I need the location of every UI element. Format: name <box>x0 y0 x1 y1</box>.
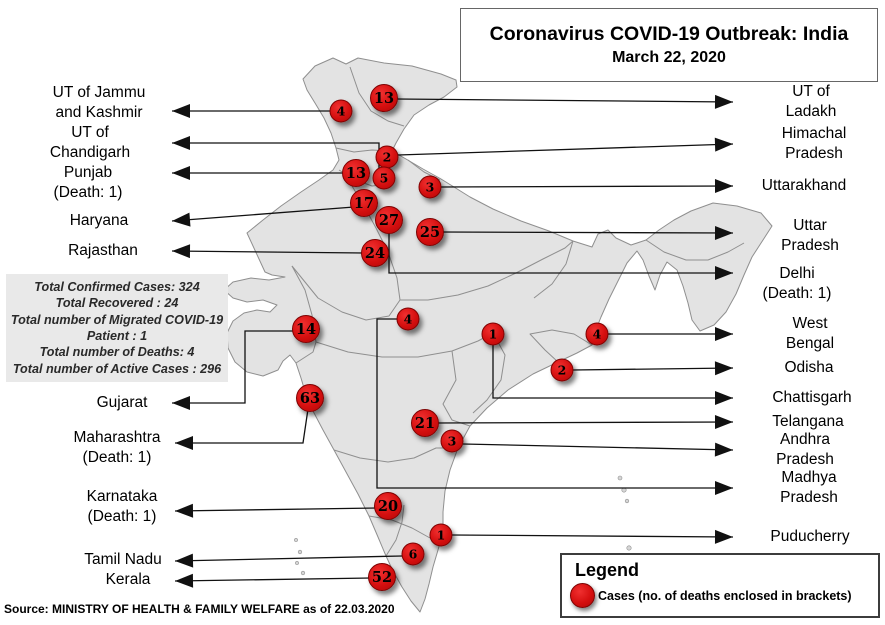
case-marker-west-bengal: 4 <box>585 322 609 346</box>
arrowhead-uttarakhand <box>714 179 733 194</box>
connector-line-gujarat <box>172 330 295 404</box>
state-label-west-bengal: West Bengal <box>785 315 835 352</box>
arrowhead-jammu-kashmir <box>172 104 190 118</box>
connector-line-chattisgarh <box>492 345 733 399</box>
arrowhead-tamil-nadu <box>175 553 194 568</box>
state-label-karnataka: Karnataka (Death: 1) <box>86 488 158 525</box>
arrowhead-kerala <box>175 573 194 588</box>
arrowhead-ut-of-ladakh <box>714 94 733 109</box>
state-label-puducherry: Puducherry <box>770 528 850 546</box>
case-marker-delhi: 27 <box>375 206 403 234</box>
state-label-haryana: Haryana <box>69 212 129 230</box>
connector-line-haryana <box>171 206 355 222</box>
arrowhead-chattisgarh <box>715 391 733 405</box>
state-label-ut-of-ladakh: UT of Ladakh <box>785 83 837 120</box>
case-marker-madhya-pradesh: 4 <box>396 307 420 331</box>
legend-row: Cases (no. of deaths enclosed in bracket… <box>570 583 878 608</box>
state-label-telangana: Telangana <box>772 413 844 431</box>
arrowhead-maharashtra <box>175 436 193 450</box>
connector-line-delhi <box>388 231 733 274</box>
connector-line-odisha <box>572 367 734 371</box>
arrowhead-punjab <box>172 166 190 180</box>
arrowhead-gujarat <box>172 396 190 410</box>
arrowhead-odisha <box>714 361 733 376</box>
case-marker-telangana: 21 <box>411 409 439 437</box>
arrowhead-madhya-pradesh <box>715 481 733 495</box>
case-marker-punjab: 13 <box>342 159 370 187</box>
connector-line-uttar-pradesh <box>440 231 734 234</box>
case-marker-haryana: 17 <box>350 189 378 217</box>
legend-title: Legend <box>575 560 640 580</box>
page-date: March 22, 2020 <box>612 49 726 66</box>
case-marker-rajasthan: 24 <box>361 239 389 267</box>
state-label-punjab: Punjab (Death: 1) <box>53 164 123 201</box>
legend-box: Legend Cases (no. of deaths enclosed in … <box>560 553 880 618</box>
arrowhead-andhra-pradesh <box>714 442 733 457</box>
case-marker-ut-of-chandigarh: 5 <box>372 166 396 190</box>
stats-text: Total Confirmed Cases: 324 Total Recover… <box>10 279 224 376</box>
connector-line-maharashtra <box>175 408 309 444</box>
case-marker-tamil-nadu: 6 <box>401 542 425 566</box>
cases-marker-icon <box>570 583 595 608</box>
page-title: Coronavirus COVID-19 Outbreak: India <box>489 23 849 45</box>
state-label-rajasthan: Rajasthan <box>68 242 138 260</box>
state-label-madhya-pradesh: Madhya Pradesh <box>780 469 838 506</box>
connector-line-tamil-nadu <box>174 555 403 562</box>
state-label-chattisgarh: Chattisgarh <box>772 389 852 407</box>
state-label-tamil-nadu: Tamil Nadu <box>84 551 162 569</box>
state-label-maharashtra: Maharashtra (Death: 1) <box>73 429 161 466</box>
arrowhead-telangana <box>714 415 733 430</box>
connector-line-kerala <box>174 577 372 582</box>
arrowhead-puducherry <box>714 529 733 544</box>
case-marker-uttarakhand: 3 <box>418 175 442 199</box>
state-label-uttarakhand: Uttarakhand <box>761 177 847 195</box>
case-marker-odisha: 2 <box>550 358 574 382</box>
state-label-jammu-kashmir: UT of Jammu and Kashmir <box>52 84 146 121</box>
arrowhead-himachal-pradesh <box>714 137 733 152</box>
arrowhead-karnataka <box>175 503 194 518</box>
state-label-delhi: Delhi (Death: 1) <box>762 265 832 302</box>
arrowhead-rajasthan <box>172 244 191 259</box>
state-label-andhra-pradesh: Andhra Pradesh <box>776 431 834 468</box>
connector-line-ut-of-ladakh <box>395 98 734 103</box>
connector-line-andhra-pradesh <box>462 443 734 451</box>
case-marker-ut-of-ladakh: 13 <box>370 84 398 112</box>
connector-line-uttarakhand <box>440 185 734 188</box>
case-marker-puducherry: 1 <box>429 523 453 547</box>
title-box: Coronavirus COVID-19 Outbreak: India Mar… <box>460 8 878 82</box>
connector-line-himachal-pradesh <box>397 143 734 156</box>
case-marker-jammu-kashmir: 4 <box>329 99 353 123</box>
state-label-odisha: Odisha <box>784 359 834 377</box>
connector-line-rajasthan <box>171 250 365 254</box>
state-label-ut-of-chandigarh: UT of Chandigarh <box>49 124 131 161</box>
case-marker-chattisgarh: 1 <box>481 322 505 346</box>
arrowhead-west-bengal <box>715 327 733 341</box>
stats-box: Total Confirmed Cases: 324 Total Recover… <box>6 274 228 382</box>
case-marker-himachal-pradesh: 2 <box>375 145 399 169</box>
state-label-himachal-pradesh: Himachal Pradesh <box>781 125 847 162</box>
case-marker-uttar-pradesh: 25 <box>416 218 444 246</box>
connector-line-karnataka <box>174 507 378 512</box>
state-label-kerala: Kerala <box>105 571 151 589</box>
state-label-gujarat: Gujarat <box>96 394 148 412</box>
case-marker-kerala: 52 <box>368 563 396 591</box>
arrowhead-ut-of-chandigarh <box>172 136 190 150</box>
connector-layer <box>171 94 734 588</box>
legend-item-label: Cases (no. of deaths enclosed in bracket… <box>598 588 852 603</box>
connector-line-madhya-pradesh <box>376 318 733 489</box>
case-marker-gujarat: 14 <box>292 315 320 343</box>
case-marker-maharashtra: 63 <box>296 384 324 412</box>
arrowhead-uttar-pradesh <box>714 225 733 240</box>
case-marker-karnataka: 20 <box>374 492 402 520</box>
arrowhead-haryana <box>172 212 191 227</box>
case-marker-andhra-pradesh: 3 <box>440 429 464 453</box>
arrowhead-delhi <box>715 266 733 280</box>
source-note: Source: MINISTRY OF HEALTH & FAMILY WELF… <box>4 602 395 616</box>
connector-line-puducherry <box>451 534 734 538</box>
state-label-uttar-pradesh: Uttar Pradesh <box>781 217 839 254</box>
connector-line-telangana <box>435 421 734 424</box>
